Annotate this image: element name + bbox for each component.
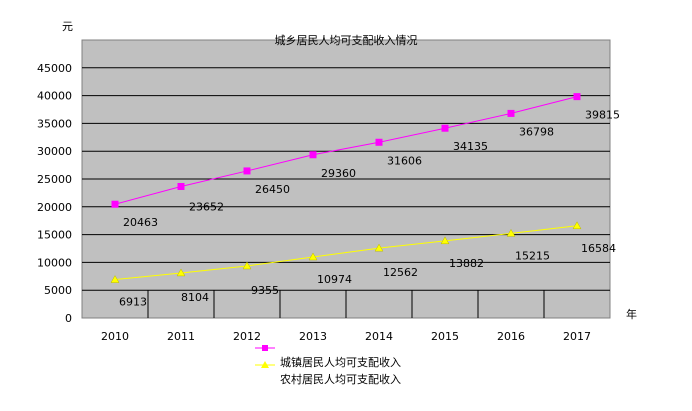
legend-label-1: 城镇居民人均可支配收入 <box>280 355 401 369</box>
data-point-square <box>177 182 185 190</box>
data-label: 13882 <box>449 257 484 270</box>
series-line-1 <box>114 96 578 205</box>
data-label: 8104 <box>181 291 209 304</box>
x-tick-label: 2016 <box>497 330 525 343</box>
data-label: 12562 <box>383 266 418 279</box>
x-tick-label: 2015 <box>431 330 459 343</box>
x-tick-label: 2013 <box>299 330 327 343</box>
chart-title: 城乡居民人均可支配收入情况 <box>275 33 418 47</box>
data-label: 20463 <box>123 216 158 229</box>
data-point-triangle <box>308 252 318 261</box>
data-label: 31606 <box>387 154 422 167</box>
data-label: 9355 <box>251 284 279 297</box>
data-point-triangle <box>110 275 120 283</box>
y-tick-label: 35000 <box>37 117 72 130</box>
data-point-square <box>441 124 449 132</box>
data-label: 29360 <box>321 167 356 180</box>
y-tick-label: 45000 <box>37 62 72 75</box>
y-tick-label: 25000 <box>37 173 72 186</box>
data-label: 34135 <box>453 140 488 153</box>
y-tick-label: 20000 <box>37 201 72 214</box>
data-point-triangle <box>440 236 450 245</box>
data-point-triangle <box>572 221 582 230</box>
data-label: 36798 <box>519 125 554 138</box>
data-point-triangle <box>506 228 516 237</box>
series-line-2 <box>114 225 578 281</box>
x-tick-label: 2010 <box>101 330 129 343</box>
data-label: 6913 <box>119 296 147 309</box>
x-tick-label: 2012 <box>233 330 261 343</box>
data-point-square <box>507 109 515 117</box>
legend-label-2: 农村居民人均可支配收入 <box>280 372 401 386</box>
data-label: 26450 <box>255 183 290 196</box>
data-point-square <box>375 138 383 146</box>
y-tick-label: 15000 <box>37 229 72 242</box>
legend-marker-square <box>262 345 268 351</box>
legend-marker-triangle <box>261 361 269 368</box>
data-point-square <box>111 200 119 208</box>
data-point-square <box>243 167 251 175</box>
data-point-square <box>309 151 317 159</box>
y-tick-label: 30000 <box>37 145 72 158</box>
x-tick-label: 2014 <box>365 330 393 343</box>
y-axis-unit-label: 元 <box>62 20 73 33</box>
x-tick-label: 2017 <box>563 330 591 343</box>
y-tick-label: 40000 <box>37 90 72 103</box>
y-tick-label: 5000 <box>44 284 72 297</box>
x-axis-unit-label: 年 <box>626 307 637 321</box>
data-label: 23652 <box>189 200 224 213</box>
data-point-square <box>573 93 581 101</box>
data-label: 10974 <box>317 273 352 286</box>
data-point-triangle <box>176 268 186 277</box>
data-label: 16584 <box>581 242 616 255</box>
data-point-triangle <box>374 243 384 252</box>
data-point-triangle <box>242 261 252 270</box>
y-tick-label: 10000 <box>37 256 72 269</box>
data-label: 15215 <box>515 249 550 262</box>
y-tick-label: 0 <box>65 312 72 325</box>
x-tick-label: 2011 <box>167 330 195 343</box>
data-label: 39815 <box>585 109 620 122</box>
